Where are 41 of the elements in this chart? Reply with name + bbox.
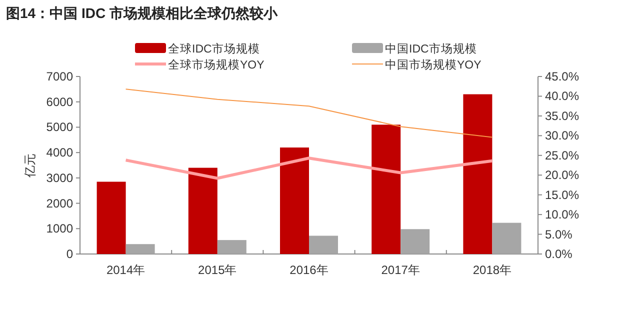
y2-tick-label: 45.0% <box>545 70 580 84</box>
y-tick-label: 2000 <box>46 196 74 210</box>
y2-tick-label: 0.0% <box>545 247 573 261</box>
y-axis-title: 亿元 <box>23 153 37 178</box>
bar <box>188 168 218 254</box>
bar <box>126 244 155 254</box>
bar <box>96 182 126 254</box>
bar <box>492 222 522 254</box>
y-tick-label: 5000 <box>46 120 74 134</box>
bar <box>280 148 309 254</box>
y2-tick-label: 15.0% <box>545 188 580 202</box>
bar <box>372 124 401 254</box>
x-tick-label: 2015年 <box>198 263 237 277</box>
y-tick-label: 3000 <box>46 170 74 185</box>
x-tick-label: 2016年 <box>290 263 328 277</box>
bar <box>463 94 492 254</box>
bar <box>217 240 246 254</box>
x-tick-label: 2018年 <box>472 263 512 277</box>
legend-label: 中国IDC市场规模 <box>385 42 477 56</box>
y-tick-label: 4000 <box>46 146 74 160</box>
y-tick-label: 0 <box>66 247 74 261</box>
x-tick-label: 2014年 <box>106 263 146 277</box>
legend-label: 中国市场规模YOY <box>385 58 482 72</box>
legend-label: 全球市场规模YOY <box>168 58 265 72</box>
line-series <box>125 88 493 138</box>
legend-label: 全球IDC市场规模 <box>168 42 260 56</box>
y2-tick-label: 30.0% <box>545 128 580 143</box>
y2-tick-label: 35.0% <box>545 108 580 123</box>
y2-tick-label: 5.0% <box>545 227 573 242</box>
bar <box>309 236 338 254</box>
y2-tick-label: 40.0% <box>545 89 580 104</box>
bar <box>400 229 430 254</box>
y-tick-label: 1000 <box>46 222 74 236</box>
line-series <box>124 156 494 180</box>
y-tick-label: 6000 <box>46 94 74 109</box>
y2-tick-label: 20.0% <box>545 168 580 182</box>
y2-tick-label: 25.0% <box>545 148 580 162</box>
chart-title: 图14：中国 IDC 市场规模相比全球仍然较小 <box>6 5 278 21</box>
y-tick-label: 7000 <box>46 70 74 84</box>
x-tick-label: 2017年 <box>381 263 420 277</box>
y2-tick-label: 10.0% <box>545 208 580 222</box>
